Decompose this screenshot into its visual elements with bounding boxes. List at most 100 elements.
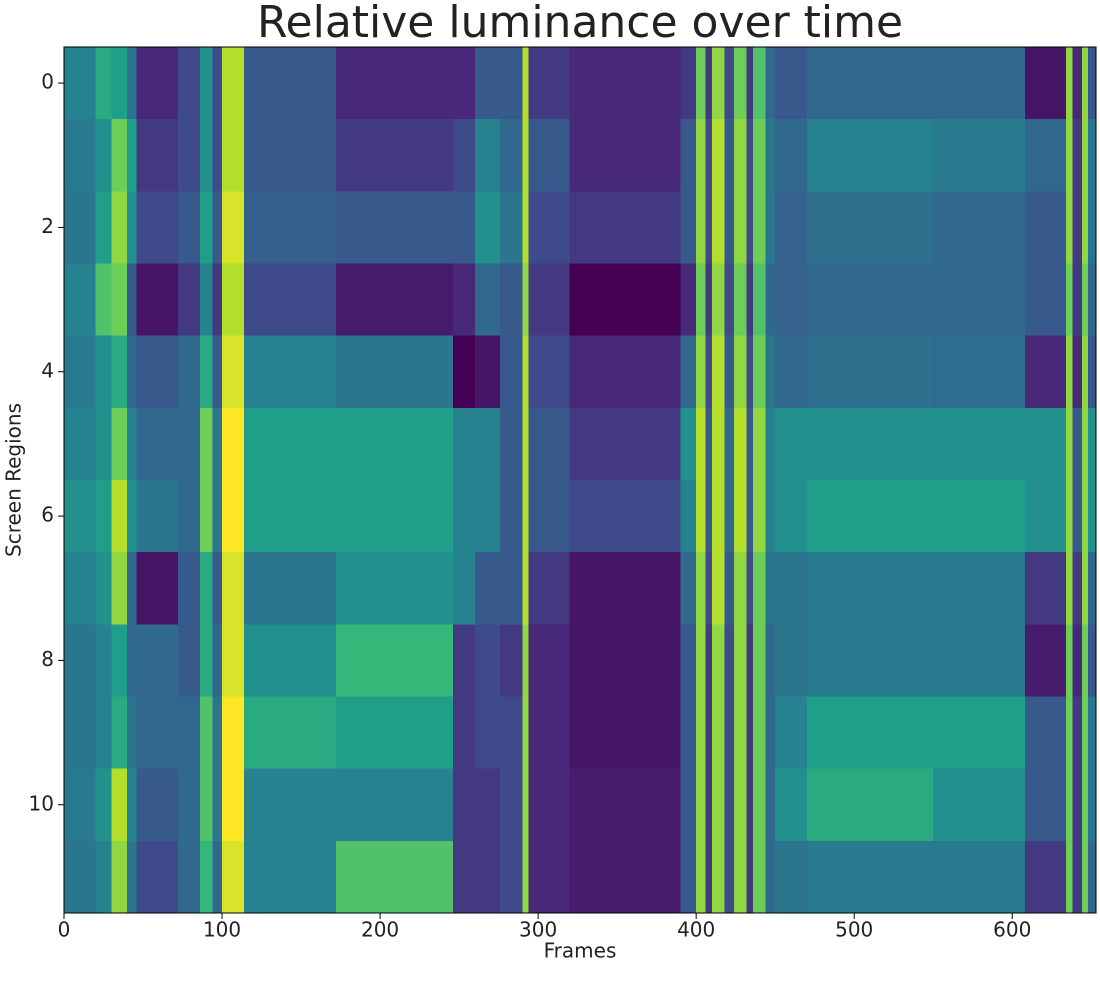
heat-cell <box>1065 696 1073 769</box>
heat-cell <box>64 480 96 553</box>
heat-cell <box>522 407 529 481</box>
heat-cell <box>1081 552 1089 625</box>
heat-cell <box>765 407 776 481</box>
heat-cell <box>528 47 571 120</box>
heat-cell <box>765 263 776 336</box>
heat-cell <box>95 840 112 914</box>
heat-cell <box>753 191 766 264</box>
heat-cell <box>696 263 706 336</box>
heat-cell <box>711 47 725 120</box>
heat-cell <box>569 407 681 481</box>
heat-cell <box>746 768 754 842</box>
heat-cell <box>95 624 112 697</box>
heat-cell <box>522 840 529 914</box>
heat-cell <box>199 768 213 842</box>
heat-cell <box>528 407 571 481</box>
heat-cell <box>705 696 713 769</box>
heat-cell <box>199 191 213 264</box>
heat-cell <box>452 768 476 842</box>
heat-cell <box>746 191 754 264</box>
heat-cell <box>199 407 213 481</box>
heat-cell <box>199 696 213 769</box>
heat-cell <box>775 696 808 769</box>
heat-cell <box>1065 47 1073 120</box>
heat-cell <box>199 47 213 120</box>
heat-cell <box>222 263 245 336</box>
heat-cell <box>724 119 735 192</box>
heat-cell <box>705 480 713 553</box>
heat-cell <box>1072 119 1083 192</box>
heat-cell <box>696 480 706 553</box>
heat-cell <box>474 335 501 409</box>
heat-cell <box>1024 480 1067 553</box>
heat-cell <box>933 840 1026 914</box>
heat-cell <box>765 768 776 842</box>
heat-cell <box>1088 840 1097 914</box>
heat-cell <box>746 263 754 336</box>
heat-cell <box>111 624 128 697</box>
heat-cell <box>1065 480 1073 553</box>
heat-cell <box>765 191 776 264</box>
heat-cell <box>775 840 808 914</box>
heat-cell <box>136 696 179 769</box>
heat-cell <box>127 696 137 769</box>
heat-cell <box>765 624 776 697</box>
heat-cell <box>680 335 697 409</box>
heat-cell <box>734 191 748 264</box>
heat-cell <box>64 840 96 914</box>
heat-cell <box>734 552 748 625</box>
heat-cell <box>806 47 934 120</box>
heat-cell <box>111 768 128 842</box>
heat-cell <box>1081 47 1089 120</box>
heat-cell <box>452 624 476 697</box>
heat-cell <box>136 624 179 697</box>
heat-cell <box>705 335 713 409</box>
heat-cell <box>1088 119 1097 192</box>
heat-cell <box>474 191 501 264</box>
heat-cell <box>111 263 128 336</box>
heat-cell <box>1088 480 1097 553</box>
heat-cell <box>528 335 571 409</box>
heat-cell <box>244 119 337 192</box>
heat-cell <box>1088 191 1097 264</box>
heat-cell <box>806 696 934 769</box>
heat-cell <box>177 480 201 553</box>
heat-cell <box>127 768 137 842</box>
heat-cell <box>222 47 245 120</box>
heat-cell <box>474 624 501 697</box>
heat-cell <box>1065 624 1073 697</box>
heat-cell <box>775 768 808 842</box>
heat-cell <box>136 263 179 336</box>
heat-cell <box>705 552 713 625</box>
heat-cell <box>1072 335 1083 409</box>
y-tick-label: 0 <box>41 70 54 94</box>
heat-cell <box>111 696 128 769</box>
heat-cell <box>199 335 213 409</box>
heat-cell <box>1081 263 1089 336</box>
heat-cell <box>244 840 337 914</box>
heat-cell <box>753 552 766 625</box>
heat-cell <box>1081 696 1089 769</box>
heat-cell <box>1072 407 1083 481</box>
heat-cell <box>680 47 697 120</box>
heat-cell <box>1072 624 1083 697</box>
heat-cell <box>765 552 776 625</box>
heat-cell <box>734 119 748 192</box>
heat-cell <box>474 119 501 192</box>
heat-cell <box>222 768 245 842</box>
heat-cell <box>244 480 337 553</box>
x-tick-label: 100 <box>203 918 241 942</box>
heat-cell <box>111 119 128 192</box>
heat-cell <box>724 624 735 697</box>
heat-cell <box>136 480 179 553</box>
chart-title: Relative luminance over time <box>257 0 903 48</box>
heat-cell <box>335 335 454 409</box>
heat-cell <box>212 191 223 264</box>
heat-cell <box>696 119 706 192</box>
heat-cell <box>680 480 697 553</box>
heat-cell <box>765 480 776 553</box>
heat-cell <box>734 335 748 409</box>
heat-cell <box>222 480 245 553</box>
heat-cell <box>528 191 571 264</box>
heat-cell <box>177 840 201 914</box>
